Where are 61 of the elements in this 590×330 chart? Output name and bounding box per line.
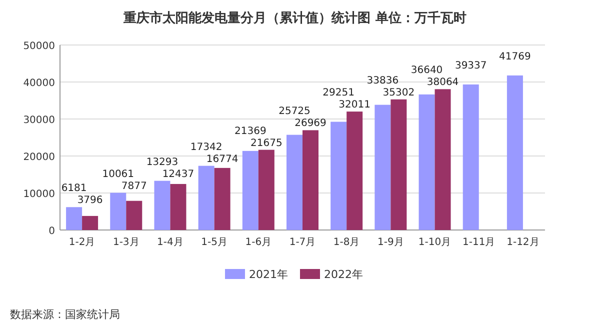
bar — [434, 89, 451, 230]
data-label: 35302 — [382, 87, 415, 98]
data-label: 12437 — [162, 168, 194, 180]
x-tick-label: 1-12月 — [506, 237, 540, 248]
data-label: 21675 — [250, 138, 282, 149]
data-label: 10061 — [102, 168, 134, 180]
bar — [390, 99, 407, 230]
x-tick-label: 1-10月 — [418, 237, 452, 248]
x-tick-label: 1-9月 — [378, 237, 404, 248]
x-tick-label: 1-3月 — [112, 237, 140, 248]
bar — [214, 168, 230, 230]
bar — [198, 166, 214, 230]
data-label: 16774 — [206, 154, 238, 165]
bar — [418, 94, 435, 230]
x-tick-label: 1-5月 — [201, 237, 228, 248]
x-tick-label: 1-11月 — [462, 237, 496, 248]
bar — [302, 130, 318, 230]
data-label: 3796 — [77, 195, 103, 206]
bar — [110, 192, 126, 230]
data-label: 39337 — [454, 60, 487, 72]
x-tick-label: 1-6月 — [245, 237, 272, 248]
bar — [286, 134, 302, 230]
data-label: 6181 — [61, 183, 87, 194]
bar — [258, 150, 274, 230]
y-tick-label: 20000 — [23, 152, 55, 163]
data-label: 41769 — [499, 51, 531, 62]
y-tick-label: 10000 — [23, 189, 55, 200]
data-label: 33836 — [366, 75, 399, 86]
y-tick-label: 40000 — [23, 78, 55, 89]
x-tick-label: 1-8月 — [333, 237, 360, 248]
chart-title: 重庆市太阳能发电量分月（累计值）统计图 单位：万千瓦时 — [122, 10, 466, 26]
source-note: 数据来源：国家统计局 — [10, 308, 120, 321]
data-label: 26969 — [294, 118, 326, 130]
data-label: 36640 — [410, 65, 443, 76]
data-label: 29251 — [322, 88, 354, 99]
data-label: 7877 — [121, 180, 147, 192]
bar — [126, 200, 142, 230]
bar — [374, 104, 391, 230]
data-label: 32011 — [338, 100, 370, 111]
bar — [66, 207, 82, 230]
data-label: 21369 — [234, 126, 266, 137]
bar — [330, 122, 347, 230]
bar — [170, 184, 186, 230]
data-label: 17342 — [190, 142, 222, 153]
bar — [506, 75, 523, 230]
y-tick-label: 50000 — [23, 41, 55, 52]
y-tick-label: 0 — [48, 226, 55, 237]
bar — [242, 150, 258, 230]
data-label: 38064 — [426, 77, 459, 88]
bar — [462, 84, 479, 230]
data-label: 13293 — [146, 156, 178, 168]
bar — [82, 216, 98, 230]
bar — [346, 112, 363, 230]
legend-label: 2022年 — [324, 268, 363, 281]
x-tick-label: 1-4月 — [157, 237, 184, 248]
bar — [154, 180, 170, 230]
legend-label: 2021年 — [249, 268, 288, 281]
y-tick-label: 30000 — [23, 115, 55, 126]
x-tick-label: 1-7月 — [289, 237, 316, 248]
x-tick-label: 1-2月 — [68, 237, 96, 248]
data-label: 25725 — [278, 106, 310, 118]
